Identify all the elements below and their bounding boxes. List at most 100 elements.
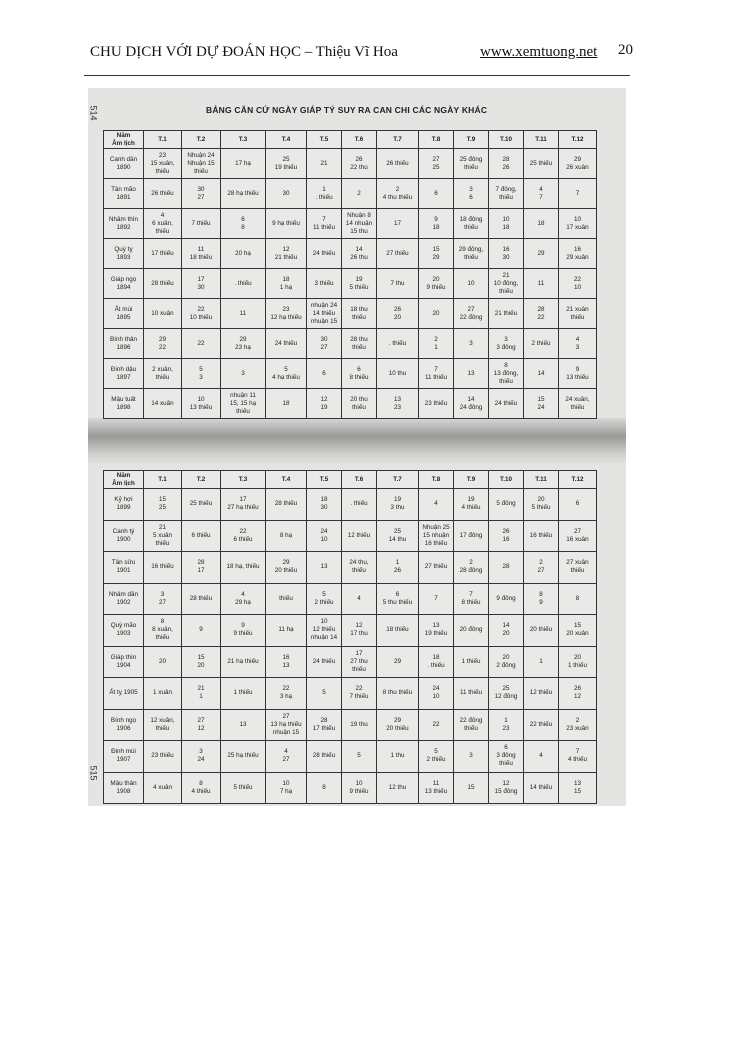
- table-cell: 4 29 hạ: [220, 582, 266, 615]
- table-cell: 20 2 đông: [488, 645, 524, 678]
- table-cell: 8 8 xuân, thiếu: [143, 614, 182, 647]
- table-cell: 6: [558, 488, 597, 521]
- table-cell: 14: [523, 358, 559, 389]
- table-cell: 29: [523, 238, 559, 269]
- table-cell: 13 19 thiếu: [418, 614, 454, 647]
- table-cell: 27 thiếu: [376, 238, 419, 269]
- table-cell: 3 3 đông: [488, 328, 524, 359]
- table-cell: 22 thiếu: [523, 708, 559, 741]
- table-cell: 28 26: [488, 148, 524, 179]
- side-page-number-top: 514: [88, 105, 99, 121]
- table-cell: 19 5 thiếu: [341, 268, 377, 299]
- table-cell: 7 đông, thiếu: [488, 178, 524, 209]
- table-cell: 20 đông: [453, 614, 489, 647]
- table-cell: 20 hạ: [220, 238, 266, 269]
- table-row: Mậu thân 1908 4 xuân 8 4 thiếu 5 thiếu 10 7 …: [103, 771, 597, 804]
- table-cell: 18: [265, 388, 307, 419]
- year-cell: Ất tỵ 1905: [103, 677, 144, 710]
- website-link[interactable]: www.xemtuong.net: [480, 44, 598, 60]
- table-cell: 22 đông thiếu: [453, 708, 489, 741]
- table-cell: . thiếu: [376, 328, 419, 359]
- table-cell: 28 thiếu: [306, 740, 342, 773]
- table-cell: 23 thiếu: [143, 740, 182, 773]
- table-cell: 11: [220, 298, 266, 329]
- month-header: T.4: [265, 130, 307, 149]
- table-cell: 10 7 hạ: [265, 771, 307, 804]
- month-header: T.2: [181, 470, 221, 489]
- page-number: 20: [618, 42, 633, 58]
- table-cell: 4 xuân: [143, 771, 182, 804]
- month-header: T.5: [306, 470, 342, 489]
- month-header: T.3: [220, 130, 266, 149]
- month-header: T.7: [376, 470, 419, 489]
- table-row: Mậu tuất 1898 14 xuân 10 13 thiếu nhuận 11 …: [103, 388, 597, 419]
- table-cell: 25 thiếu: [181, 488, 221, 521]
- table-cell: 3: [453, 740, 489, 773]
- month-header: T.12: [558, 130, 597, 149]
- table-cell: 28 thiếu: [265, 488, 307, 521]
- table-cell: 2 23 xuân: [558, 708, 597, 741]
- table-cell: . thiếu: [220, 268, 266, 299]
- year-cell: Nhâm thìn 1892: [103, 208, 144, 239]
- table-row: Đinh mùi 1907 23 thiếu 3 24 25 hạ thiếu 4 27…: [103, 740, 597, 773]
- table-cell: 5 đông: [488, 488, 524, 521]
- table-cell: 17 30: [181, 268, 221, 299]
- table-cell: 2 4 thu thiếu: [376, 178, 419, 209]
- table-cell: 4 27: [265, 740, 307, 773]
- table-row: Quý mão 1903 8 8 xuân, thiếu 9 9 9 thiếu 11 …: [103, 614, 597, 647]
- table-row: Giáp thìn 1904 20 15 20 21 hạ thiếu 16 13 24 …: [103, 645, 597, 678]
- table-cell: 3 24: [181, 740, 221, 773]
- table-cell: 30: [265, 178, 307, 209]
- table-cell: 5 3: [181, 358, 221, 389]
- table-cell: 27 22 đông: [453, 298, 489, 329]
- table-cell: 21 xuân thiếu: [558, 298, 597, 329]
- table-cell: 22 10 thiếu: [181, 298, 221, 329]
- table-cell: 9 đông: [488, 582, 524, 615]
- table-cell: 12 17 thu: [341, 614, 377, 647]
- table-cell: thiếu: [265, 582, 307, 615]
- table-cell: 1 thiếu: [220, 677, 266, 710]
- table-cell: 10 9 thiếu: [341, 771, 377, 804]
- table-cell: 5 2 thiếu: [306, 582, 342, 615]
- table-cell: 18: [523, 208, 559, 239]
- table-cell: 28 thu thiếu: [341, 328, 377, 359]
- table-cell: 21 1: [181, 677, 221, 710]
- table-cell: 22 10: [558, 268, 597, 299]
- table-cell: 12 xuân, thiếu: [143, 708, 182, 741]
- table-row: Kỷ hợi 1899 15 25 25 thiếu 17 27 hạ thiếu 28…: [103, 488, 597, 521]
- table-cell: 7 4 thiếu: [558, 740, 597, 773]
- month-header: T.4: [265, 470, 307, 489]
- table-cell: 7 thu: [376, 268, 419, 299]
- table-cell: 15 20: [181, 645, 221, 678]
- table-cell: 4 3: [558, 328, 597, 359]
- scanned-book-pages: 514 515 BẢNG CĂN CỨ NGÀY GIÁP TÝ SUY RA …: [88, 88, 626, 806]
- table-cell: 4: [341, 582, 377, 615]
- table-cell: 9 hạ thiếu: [265, 208, 307, 239]
- table-cell: 29: [376, 645, 419, 678]
- table-cell: 24 10: [418, 677, 454, 710]
- table-cell: 14 xuân: [143, 388, 182, 419]
- table-cell: 16 13: [265, 645, 307, 678]
- table-cell: 7: [558, 178, 597, 209]
- table-cell: 17: [376, 208, 419, 239]
- table-cell: 14 24 đông: [453, 388, 489, 419]
- table-cell: 12 thiếu: [341, 519, 377, 552]
- table-cell: 10 17 xuân: [558, 208, 597, 239]
- header-row: Năm Âm lịch T.1 T.2 T.3 T.4 T.5 T.6 T.7 T.8 T.9 T.…: [103, 470, 597, 489]
- table-cell: 15: [453, 771, 489, 804]
- table-cell: 18 đông thiếu: [453, 208, 489, 239]
- table-cell: 25 14 thu: [376, 519, 419, 552]
- table-cell: 29 20 thiếu: [265, 551, 307, 584]
- year-cell: Kỷ hợi 1899: [103, 488, 144, 521]
- table-cell: 16 thiếu: [143, 551, 182, 584]
- year-cell: Ất mùi 1895: [103, 298, 144, 329]
- table-row: Canh dần 1890 23 15 xuân, thiếu Nhuận 24 N…: [103, 148, 597, 179]
- table-cell: 24 thiếu: [306, 238, 342, 269]
- table-cell: 15 25: [143, 488, 182, 521]
- table-cell: 1: [523, 645, 559, 678]
- table-cell: 5 2 thiếu: [418, 740, 454, 773]
- page-fold-shadow: [88, 418, 626, 463]
- table-cell: 11 hạ: [265, 614, 307, 647]
- table-cell: 5 thiếu: [220, 771, 266, 804]
